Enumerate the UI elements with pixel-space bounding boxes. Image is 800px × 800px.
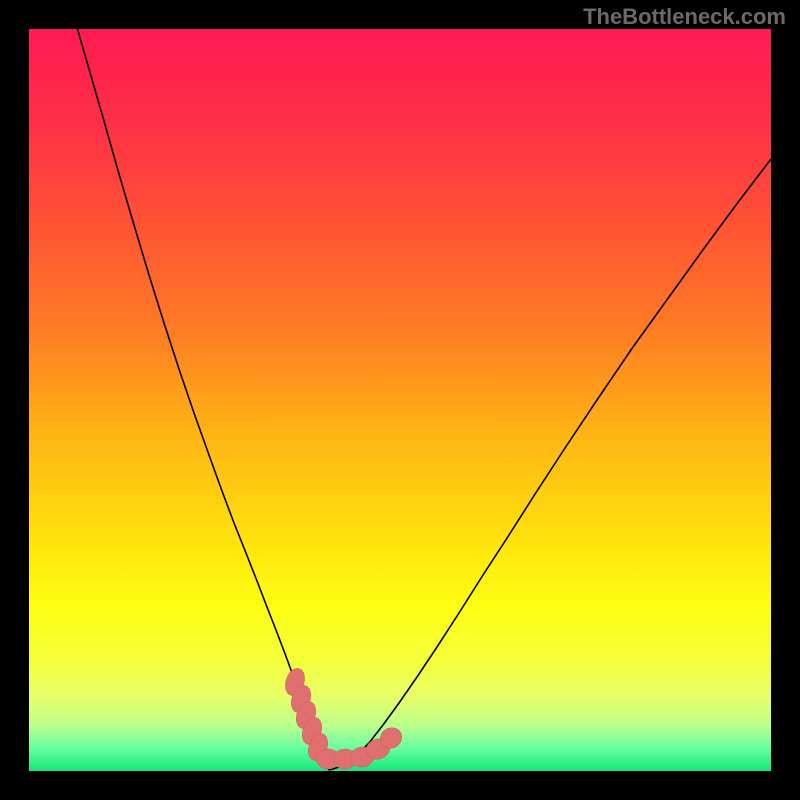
chart-plot-area	[29, 29, 771, 771]
data-markers	[29, 29, 771, 771]
watermark-text: TheBottleneck.com	[583, 4, 786, 30]
